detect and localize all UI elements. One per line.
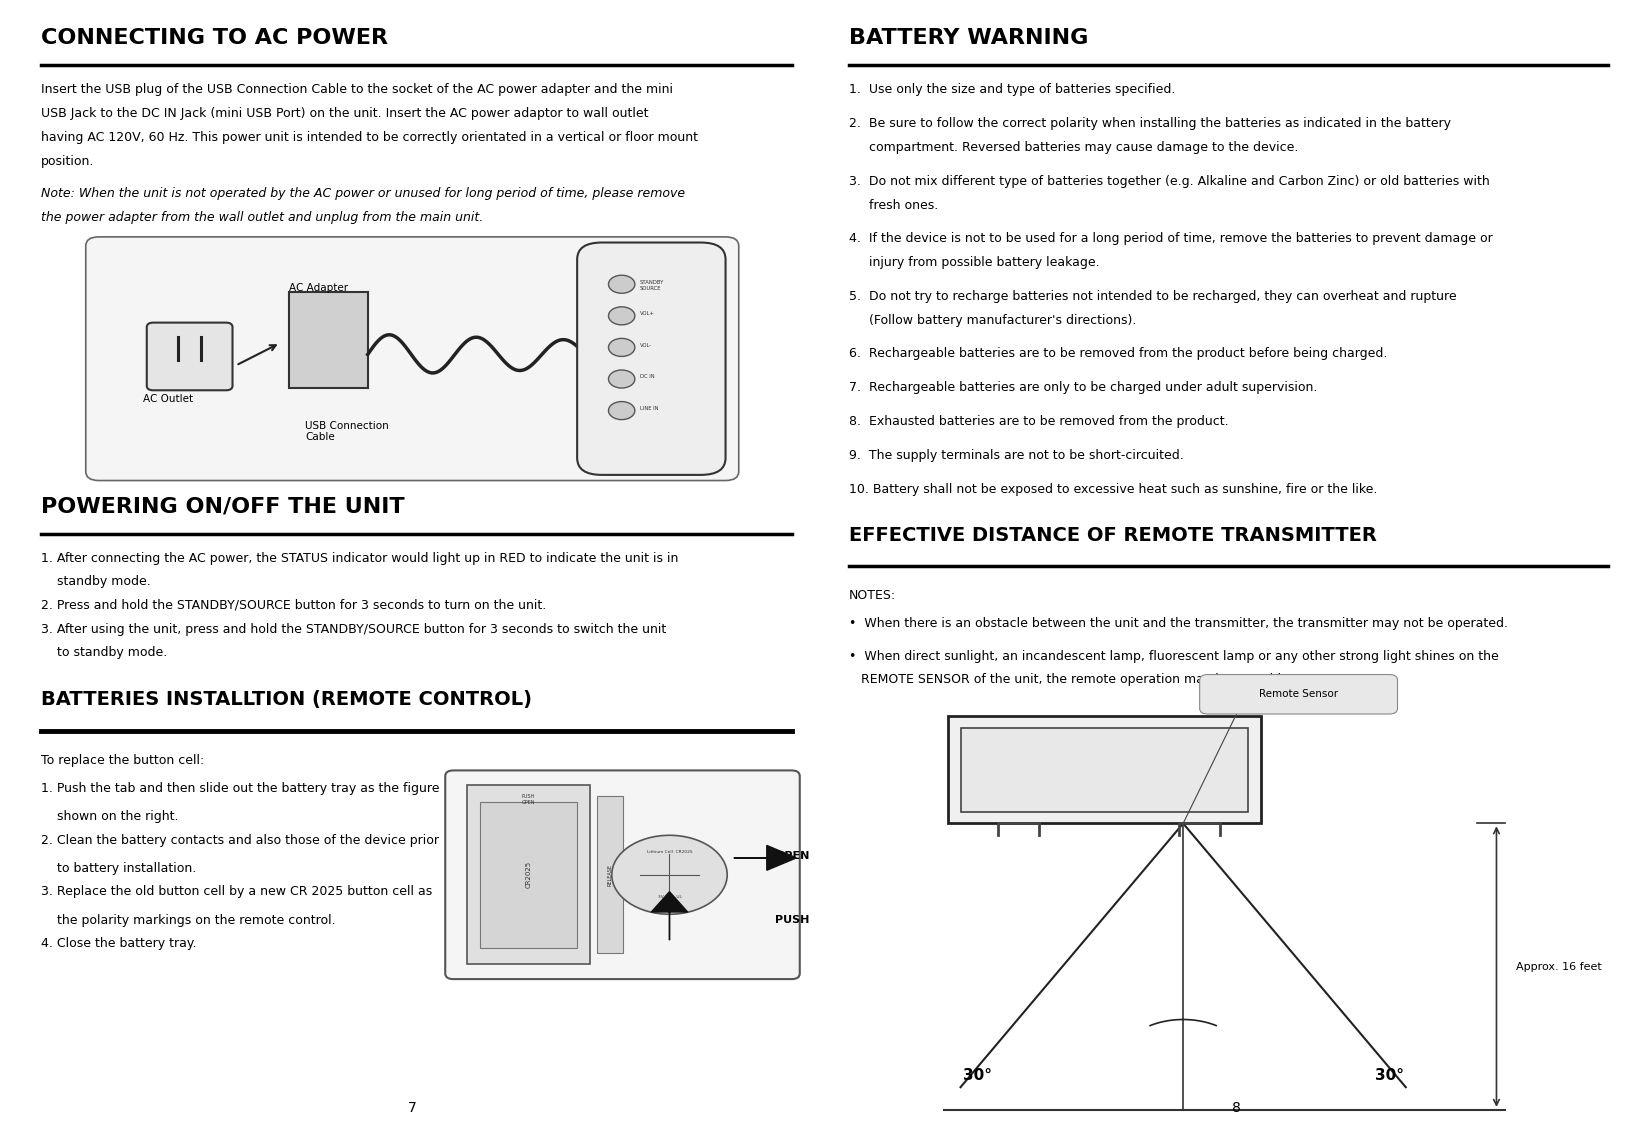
Text: position.: position. xyxy=(41,155,94,168)
Text: the polarity markings on the remote control.: the polarity markings on the remote cont… xyxy=(41,914,336,927)
Text: BATTERIES INSTALLTION (REMOTE CONTROL): BATTERIES INSTALLTION (REMOTE CONTROL) xyxy=(41,690,532,710)
Text: 1.  Use only the size and type of batteries specified.: 1. Use only the size and type of batteri… xyxy=(849,83,1175,97)
FancyBboxPatch shape xyxy=(86,237,738,481)
Text: 2. Press and hold the STANDBY/SOURCE button for 3 seconds to turn on the unit.: 2. Press and hold the STANDBY/SOURCE but… xyxy=(41,599,545,613)
Circle shape xyxy=(608,307,634,325)
Text: STANDBY
SOURCE: STANDBY SOURCE xyxy=(639,280,664,291)
Text: Note: When the unit is not operated by the AC power or unused for long period of: Note: When the unit is not operated by t… xyxy=(41,187,686,201)
Text: POWERING ON/OFF THE UNIT: POWERING ON/OFF THE UNIT xyxy=(41,496,405,517)
Text: BATTERY WARNING: BATTERY WARNING xyxy=(849,28,1088,49)
Text: USB Connection
Cable: USB Connection Cable xyxy=(305,421,389,442)
Text: AC Adapter: AC Adapter xyxy=(288,283,348,293)
Text: Approx. 16 feet: Approx. 16 feet xyxy=(1516,961,1602,971)
Text: VOL-: VOL- xyxy=(639,343,651,347)
Text: Insert the USB plug of the USB Connection Cable to the socket of the AC power ad: Insert the USB plug of the USB Connectio… xyxy=(41,83,672,97)
Text: 8: 8 xyxy=(1231,1101,1241,1114)
Text: PUSH: PUSH xyxy=(775,915,809,925)
Text: USB Jack to the DC IN Jack (mini USB Port) on the unit. Insert the AC power adap: USB Jack to the DC IN Jack (mini USB Por… xyxy=(41,107,648,121)
Text: compartment. Reversed batteries may cause damage to the device.: compartment. Reversed batteries may caus… xyxy=(849,141,1299,155)
Text: 3. After using the unit, press and hold the STANDBY/SOURCE button for 3 seconds : 3. After using the unit, press and hold … xyxy=(41,623,666,636)
Text: 10. Battery shall not be exposed to excessive heat such as sunshine, fire or the: 10. Battery shall not be exposed to exce… xyxy=(849,483,1376,496)
FancyBboxPatch shape xyxy=(445,770,799,979)
Text: to standby mode.: to standby mode. xyxy=(41,646,168,660)
Bar xyxy=(288,292,368,388)
Text: 30°: 30° xyxy=(962,1068,990,1083)
Circle shape xyxy=(608,275,634,293)
Text: to battery installation.: to battery installation. xyxy=(41,862,196,875)
Text: shown on the right.: shown on the right. xyxy=(41,810,178,823)
Text: 8.  Exhausted batteries are to be removed from the product.: 8. Exhausted batteries are to be removed… xyxy=(849,415,1228,429)
Bar xyxy=(961,728,1248,812)
Text: 2. Clean the battery contacts and also those of the device prior: 2. Clean the battery contacts and also t… xyxy=(41,834,438,847)
Text: 3.  Do not mix different type of batteries together (e.g. Alkaline and Carbon Zi: 3. Do not mix different type of batterie… xyxy=(849,175,1490,188)
Bar xyxy=(948,716,1261,823)
Text: CR2025: CR2025 xyxy=(526,861,531,889)
FancyBboxPatch shape xyxy=(147,323,232,390)
FancyBboxPatch shape xyxy=(577,243,725,475)
Text: REMOTE SENSOR of the unit, the remote operation may be unstable.: REMOTE SENSOR of the unit, the remote op… xyxy=(849,673,1292,687)
Text: (Follow battery manufacturer's directions).: (Follow battery manufacturer's direction… xyxy=(849,314,1135,327)
Text: OPEN: OPEN xyxy=(775,851,809,861)
Bar xyxy=(480,802,577,948)
Text: 3. Replace the old button cell by a new CR 2025 button cell as: 3. Replace the old button cell by a new … xyxy=(41,885,432,899)
Text: PUSH
OPEN: PUSH OPEN xyxy=(521,794,536,805)
Bar xyxy=(597,796,623,953)
Text: EFFECTIVE DISTANCE OF REMOTE TRANSMITTER: EFFECTIVE DISTANCE OF REMOTE TRANSMITTER xyxy=(849,526,1376,545)
Text: 9.  The supply terminals are not to be short-circuited.: 9. The supply terminals are not to be sh… xyxy=(849,449,1183,462)
Text: 6.  Rechargeable batteries are to be removed from the product before being charg: 6. Rechargeable batteries are to be remo… xyxy=(849,347,1386,361)
Text: AC Outlet: AC Outlet xyxy=(143,394,193,404)
Text: injury from possible battery leakage.: injury from possible battery leakage. xyxy=(849,256,1099,270)
Text: having AC 120V, 60 Hz. This power unit is intended to be correctly orientated in: having AC 120V, 60 Hz. This power unit i… xyxy=(41,131,697,144)
Text: CONNECTING TO AC POWER: CONNECTING TO AC POWER xyxy=(41,28,387,49)
Text: •  When there is an obstacle between the unit and the transmitter, the transmitt: • When there is an obstacle between the … xyxy=(849,617,1508,631)
Text: 7.  Rechargeable batteries are only to be charged under adult supervision.: 7. Rechargeable batteries are only to be… xyxy=(849,381,1317,395)
Text: VOL+: VOL+ xyxy=(639,311,654,316)
Text: LINE IN: LINE IN xyxy=(639,406,658,411)
Circle shape xyxy=(608,370,634,388)
Text: fresh ones.: fresh ones. xyxy=(849,199,938,212)
Text: •  When direct sunlight, an incandescent lamp, fluorescent lamp or any other str: • When direct sunlight, an incandescent … xyxy=(849,650,1498,663)
Text: 4. Close the battery tray.: 4. Close the battery tray. xyxy=(41,937,196,951)
Text: 3V   SC  UL: 3V SC UL xyxy=(658,896,681,899)
Bar xyxy=(466,785,590,964)
Circle shape xyxy=(608,338,634,356)
Text: Lithium Cell  CR2025: Lithium Cell CR2025 xyxy=(646,851,692,855)
Text: 1. Push the tab and then slide out the battery tray as the figure: 1. Push the tab and then slide out the b… xyxy=(41,782,440,795)
Text: 7: 7 xyxy=(407,1101,417,1114)
Text: Remote Sensor: Remote Sensor xyxy=(1259,689,1337,698)
Text: NOTES:: NOTES: xyxy=(849,589,897,602)
Text: 2.  Be sure to follow the correct polarity when installing the batteries as indi: 2. Be sure to follow the correct polarit… xyxy=(849,117,1450,131)
Text: To replace the button cell:: To replace the button cell: xyxy=(41,754,204,767)
FancyArrow shape xyxy=(733,846,796,871)
Text: 30°: 30° xyxy=(1374,1068,1402,1083)
Text: the power adapter from the wall outlet and unplug from the main unit.: the power adapter from the wall outlet a… xyxy=(41,211,483,224)
Text: 5.  Do not try to recharge batteries not intended to be recharged, they can over: 5. Do not try to recharge batteries not … xyxy=(849,290,1455,303)
Text: 1. After connecting the AC power, the STATUS indicator would light up in RED to : 1. After connecting the AC power, the ST… xyxy=(41,552,679,565)
Text: DC IN: DC IN xyxy=(639,374,654,379)
Circle shape xyxy=(608,402,634,420)
FancyArrow shape xyxy=(651,892,687,941)
Text: 4.  If the device is not to be used for a long period of time, remove the batter: 4. If the device is not to be used for a… xyxy=(849,232,1491,246)
Text: RELEASE: RELEASE xyxy=(606,864,613,885)
Circle shape xyxy=(611,836,727,915)
Text: standby mode.: standby mode. xyxy=(41,575,152,589)
FancyBboxPatch shape xyxy=(1200,675,1398,714)
